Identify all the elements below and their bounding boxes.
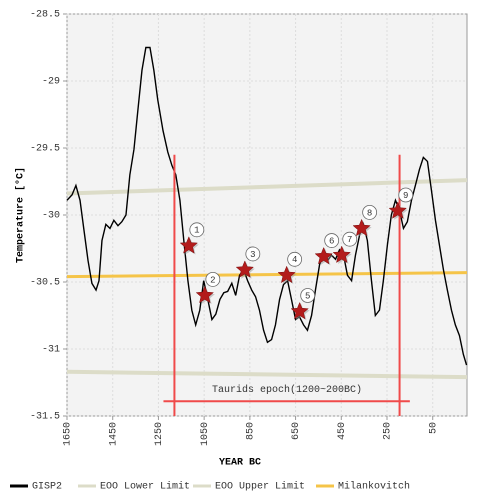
marker-label: 8 bbox=[367, 208, 372, 218]
event-star bbox=[195, 285, 215, 304]
marker-badge bbox=[362, 204, 378, 220]
x-tick-label: 850 bbox=[245, 422, 256, 440]
legend-label: EOO Upper Limit bbox=[215, 481, 305, 493]
y-tick-label: -30 bbox=[42, 211, 60, 222]
marker-badge bbox=[398, 187, 414, 203]
y-axis-label: Temperature [°C] bbox=[15, 167, 27, 263]
marker-label: 9 bbox=[403, 191, 408, 201]
x-tick-label: 1650 bbox=[63, 422, 74, 446]
marker-label: 2 bbox=[210, 275, 215, 285]
x-tick-label: 650 bbox=[291, 422, 302, 440]
marker-label: 1 bbox=[194, 226, 199, 236]
x-tick-label: 450 bbox=[337, 422, 348, 440]
legend-label: Milankovitch bbox=[338, 481, 410, 493]
event-star bbox=[388, 201, 407, 219]
x-tick-label: 50 bbox=[428, 422, 439, 434]
x-tick-label: 1050 bbox=[200, 422, 211, 446]
y-tick-label: -31 bbox=[42, 345, 60, 356]
event-star bbox=[179, 236, 199, 254]
marker-badge bbox=[324, 233, 340, 248]
y-tick-label: -29 bbox=[42, 77, 60, 88]
marker-badge bbox=[300, 288, 316, 303]
event-star bbox=[352, 218, 371, 237]
event-star bbox=[332, 245, 351, 264]
y-tick-label: -29.5 bbox=[30, 144, 60, 155]
marker-badge bbox=[342, 231, 358, 247]
y-tick-label: -31.5 bbox=[30, 412, 60, 423]
y-tick-label: -30.5 bbox=[30, 278, 60, 289]
x-tick-label: 1450 bbox=[108, 422, 119, 446]
marker-badge bbox=[287, 251, 303, 267]
marker-label: 4 bbox=[292, 255, 297, 265]
marker-label: 5 bbox=[305, 291, 310, 301]
event-star bbox=[314, 246, 333, 265]
event-star bbox=[290, 301, 309, 320]
marker-label: 3 bbox=[250, 250, 255, 260]
epoch-label: Taurids epoch(1200~200BC) bbox=[212, 384, 362, 396]
x-tick-label: 250 bbox=[383, 422, 394, 440]
y-tick-label: -28.5 bbox=[30, 10, 60, 21]
event-star bbox=[235, 260, 255, 278]
legend-label: EOO Lower Limit bbox=[100, 481, 190, 493]
marker-badge bbox=[245, 246, 261, 262]
marker-label: 7 bbox=[347, 235, 352, 245]
x-axis-label: YEAR BC bbox=[219, 458, 261, 469]
legend-label: GISP2 bbox=[32, 482, 62, 493]
marker-badge bbox=[205, 271, 221, 287]
marker-label: 6 bbox=[329, 236, 334, 246]
marker-badge bbox=[189, 222, 205, 238]
x-tick-label: 1250 bbox=[154, 422, 165, 446]
event-star bbox=[277, 265, 296, 284]
